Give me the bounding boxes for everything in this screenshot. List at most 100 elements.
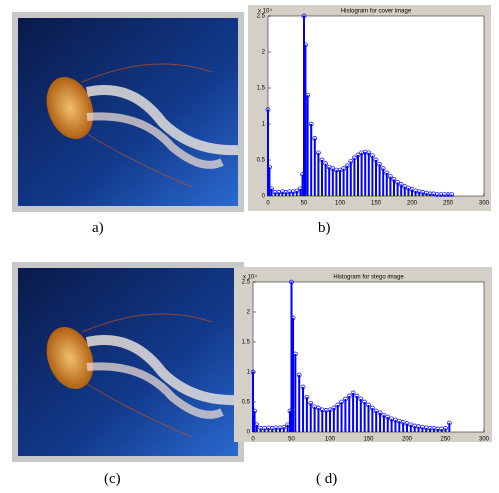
stem-marker — [449, 192, 454, 197]
stem-marker — [344, 163, 350, 169]
x-tick-label: 0 — [266, 201, 270, 207]
y-tick-label: 0 — [262, 194, 266, 200]
stem-marker — [300, 384, 306, 390]
stem-marker — [358, 396, 364, 402]
stem-marker — [434, 192, 440, 197]
stem-marker — [388, 174, 393, 179]
stem-marker — [380, 166, 386, 171]
x-tick-label: 200 — [407, 201, 418, 207]
stem-marker — [308, 121, 314, 127]
y-multiplier: x 10⁴ — [258, 8, 272, 15]
y-tick-label: 1 — [262, 122, 266, 128]
x-tick-label: 100 — [335, 201, 346, 207]
stego-image — [12, 262, 244, 462]
x-tick-label: 200 — [402, 437, 413, 443]
stem-marker — [362, 399, 367, 405]
stem-marker — [323, 161, 328, 166]
stem-marker — [316, 405, 321, 411]
stem-marker — [334, 167, 339, 173]
y-tick-label: 0.5 — [257, 158, 266, 164]
stem-marker — [445, 192, 451, 197]
stem-marker — [272, 190, 278, 195]
stem-marker — [281, 424, 287, 430]
stem-marker — [443, 426, 448, 431]
caption: b) — [318, 220, 331, 236]
y-tick-label: 0 — [247, 430, 251, 436]
stem-marker — [385, 414, 391, 420]
stem-marker — [312, 136, 318, 141]
stem-marker — [373, 157, 379, 163]
x-tick-label: 150 — [371, 201, 382, 207]
stem-marker — [381, 412, 387, 418]
x-tick-label: 250 — [443, 201, 454, 207]
y-tick-label: 1.5 — [242, 340, 251, 346]
stem-marker — [301, 13, 307, 19]
y-tick-label: 2.5 — [257, 14, 266, 20]
stem-marker — [391, 177, 397, 182]
stem-marker — [438, 192, 444, 197]
stem-marker — [370, 153, 375, 159]
y-tick-label: 2 — [247, 310, 251, 316]
stem-marker — [384, 170, 390, 176]
stem-marker — [267, 164, 272, 170]
caption: ( d) — [316, 471, 337, 487]
stem-marker — [339, 399, 344, 405]
stem-marker — [265, 107, 271, 112]
cover-image — [12, 12, 244, 212]
stem-marker — [335, 402, 341, 408]
x-tick-label: 300 — [479, 437, 490, 443]
stem-marker — [346, 393, 352, 399]
caption: (c) — [104, 471, 121, 487]
chart-title: Histogram for cover image — [341, 9, 412, 15]
stem-marker — [269, 186, 274, 192]
x-tick-label: 250 — [440, 437, 451, 443]
y-tick-label: 1 — [247, 370, 251, 376]
y-tick-label: 1.5 — [257, 86, 266, 92]
chart-title: Histogram for stego image — [333, 275, 404, 281]
stem-marker — [442, 192, 447, 197]
stem-marker — [373, 408, 379, 414]
stem-marker — [366, 150, 372, 156]
stem-marker — [319, 157, 325, 163]
x-tick-label: 150 — [363, 437, 374, 443]
stem-marker — [305, 92, 310, 98]
stem-marker — [287, 189, 292, 195]
stem-marker — [250, 369, 256, 375]
stem-marker — [427, 191, 433, 197]
stem-marker — [308, 400, 314, 406]
x-tick-label: 50 — [301, 201, 308, 207]
stem-marker — [370, 405, 375, 411]
stem-marker — [289, 279, 294, 285]
stem-marker — [398, 182, 404, 187]
x-tick-label: 100 — [325, 437, 336, 443]
stem-marker — [348, 159, 354, 164]
stem-marker — [350, 390, 356, 396]
stem-marker — [341, 166, 346, 171]
x-tick-label: 50 — [288, 437, 295, 443]
stem-marker — [294, 188, 300, 194]
stem-marker — [304, 394, 310, 400]
stem-marker — [293, 351, 298, 357]
stem-marker — [327, 407, 333, 413]
stem-marker — [254, 422, 260, 428]
y-multiplier: x 10⁴ — [243, 274, 257, 281]
stem-marker — [352, 155, 357, 161]
x-tick-label: 0 — [251, 437, 255, 443]
stem-marker — [296, 372, 302, 378]
stem-marker — [447, 420, 452, 426]
x-tick-label: 300 — [479, 201, 490, 207]
y-tick-label: 0.5 — [242, 400, 251, 406]
stem-marker — [316, 150, 321, 156]
stem-marker — [303, 42, 308, 48]
y-tick-label: 2.5 — [242, 280, 251, 286]
stem-marker — [377, 161, 382, 167]
stem-marker — [395, 179, 400, 185]
stem-marker — [343, 396, 348, 402]
stem-marker — [366, 402, 371, 408]
stem-marker — [354, 393, 360, 399]
caption: a) — [92, 220, 104, 236]
stem-marker — [377, 410, 383, 416]
y-tick-label: 2 — [262, 50, 266, 56]
stem-marker — [290, 315, 296, 321]
